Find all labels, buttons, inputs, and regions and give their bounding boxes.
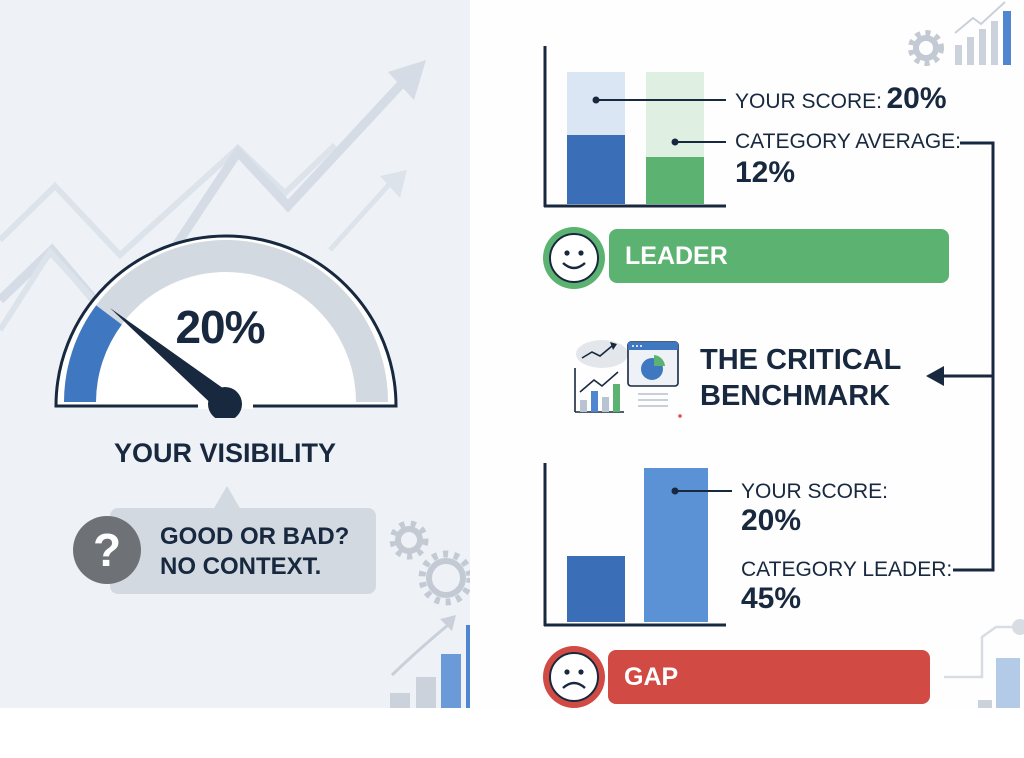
top-bar-chart [543, 46, 726, 208]
benchmark-title: THE CRITICAL BENCHMARK [700, 342, 901, 414]
gauge-value: 20% [175, 301, 265, 353]
top-your-score-label: YOUR SCORE: [735, 90, 883, 113]
left-panel: 20% YOUR VISIBILITY ? GOOD OR BAD? NO CO… [0, 0, 470, 708]
benchmark-title-line-2: BENCHMARK [700, 380, 891, 412]
gap-badge-strong: GAP [624, 663, 679, 691]
leader-badge-strong: LEADER [625, 242, 728, 270]
bottom-your-score-value: 20% [741, 504, 802, 537]
category-leader-label: CATEGORY LEADER: [741, 558, 953, 581]
category-average-label: CATEGORY AVERAGE: [735, 130, 962, 153]
gears-growth-icon [389, 520, 470, 708]
callout-line-2: NO CONTEXT. [160, 553, 322, 580]
callout-pointer [213, 486, 241, 510]
callout-text: GOOD OR BAD? NO CONTEXT. [160, 522, 349, 582]
gap-badge-paren: (UNDERPERFORMING) [624, 717, 899, 745]
smiley-face-icon [543, 227, 605, 289]
top-your-score: YOUR SCORE: 20% [735, 82, 947, 116]
bottom-bar-chart [543, 463, 732, 627]
leader-badge-paren: (OUTPERFORMING) [625, 296, 864, 324]
question-mark-icon: ? [73, 516, 141, 584]
leader-badge: LEADER (OUTPERFORMING) [609, 229, 949, 324]
benchmark-title-line-1: THE CRITICAL [700, 344, 902, 376]
right-panel [470, 0, 1024, 708]
context-callout [110, 508, 376, 594]
sad-face-icon [543, 646, 605, 708]
gauge-title: YOUR VISIBILITY [113, 438, 337, 468]
top-category-average: CATEGORY AVERAGE: 12% [735, 130, 961, 190]
connector-bars-icon [944, 619, 1024, 708]
benchmark-connector-arrow-icon [926, 141, 995, 572]
callout-line-1: GOOD OR BAD? [160, 523, 350, 550]
gear-growth-icon [908, 1, 1011, 66]
visibility-gauge [54, 234, 398, 418]
bottom-your-score: YOUR SCORE: 20% [741, 480, 888, 538]
bottom-your-score-label: YOUR SCORE: [741, 480, 889, 503]
analytics-dashboard-icon [574, 340, 682, 418]
bottom-category-leader: CATEGORY LEADER: 45% [741, 558, 952, 616]
category-average-value: 12% [735, 156, 796, 189]
top-your-score-value: 20% [886, 82, 947, 115]
category-leader-value: 45% [741, 582, 802, 615]
gap-badge: GAP (UNDERPERFORMING) [608, 650, 930, 745]
